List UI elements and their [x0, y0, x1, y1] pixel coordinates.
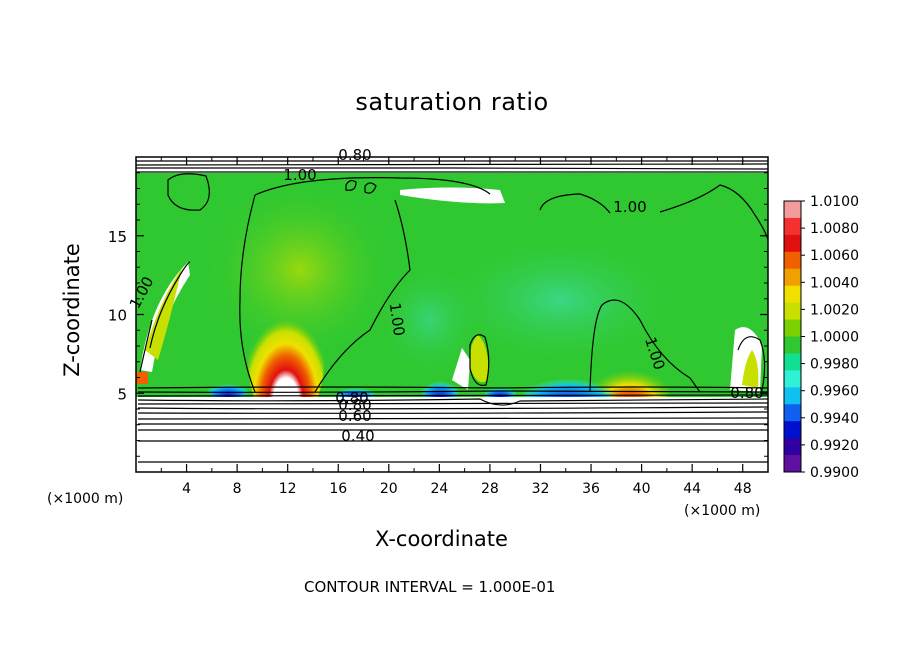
colorbar-swatch	[784, 404, 801, 422]
colorbar-swatch	[784, 285, 801, 304]
x-axis-label: X-coordinate	[375, 527, 508, 551]
colorbar-label: 1.0040	[810, 275, 859, 291]
colorbar-swatch	[784, 251, 801, 270]
warm-plume-left	[248, 292, 324, 428]
contour-label: 0.80	[730, 384, 763, 402]
x-tick-label: 16	[329, 481, 347, 497]
colorbar-swatch	[784, 234, 801, 253]
x-tick-label: 12	[279, 481, 297, 497]
colorbar-swatch	[784, 370, 801, 388]
contour-label: 0.40	[341, 427, 374, 445]
x-tick-label: 24	[430, 481, 448, 497]
colorbar-swatch	[784, 201, 801, 219]
colorbar-swatch	[784, 438, 801, 456]
colorbar: 1.0100 1.0080 1.0060 1.0040 1.0020 1.0000 0.99…	[783, 194, 859, 481]
x-tick-label: 36	[582, 481, 600, 497]
x-tick-label: 20	[380, 481, 398, 497]
colorbar-swatch	[784, 302, 801, 321]
y-axis-label: Z-coordinate	[60, 243, 84, 377]
x-unit-label: (×1000 m)	[684, 503, 761, 519]
colorbar-swatch	[784, 353, 801, 371]
colorbar-label: 1.0060	[810, 248, 859, 264]
colorbar-swatch	[784, 336, 801, 354]
contour-label: 0.80	[338, 396, 371, 414]
x-tick-label: 4	[182, 481, 191, 497]
x-tick-label: 28	[481, 481, 499, 497]
y-tick-label: 15	[108, 228, 127, 246]
y-tick-label: 5	[117, 385, 127, 403]
x-tick-label: 48	[734, 481, 752, 497]
x-tick-label: 32	[532, 481, 550, 497]
contour-label: 0.80	[335, 389, 368, 407]
colorbar-swatch	[784, 319, 801, 337]
heatmap-field	[136, 157, 768, 472]
contour-label: 0.60	[338, 407, 371, 425]
contour-label: 1.00	[613, 198, 646, 216]
colorbar-swatch	[784, 455, 801, 473]
colorbar-label: 1.0020	[810, 302, 859, 318]
chart-title: saturation ratio	[355, 88, 549, 116]
x-tick-label: 8	[233, 481, 242, 497]
colorbar-label: 0.9940	[810, 411, 859, 427]
contour-label: 0.80	[338, 146, 371, 164]
colorbar-swatch	[784, 421, 801, 439]
colorbar-label: 0.9920	[810, 438, 859, 454]
colorbar-label: 0.9960	[810, 384, 859, 400]
colorbar-swatch	[784, 387, 801, 405]
colorbar-label: 0.9980	[810, 357, 859, 373]
x-tick-label: 44	[683, 481, 701, 497]
colorbar-label: 1.0100	[810, 194, 859, 210]
colorbar-swatch	[784, 268, 801, 287]
y-tick-label: 10	[108, 307, 127, 325]
z-unit-label: (×1000 m)	[47, 491, 124, 507]
contour-interval-note: CONTOUR INTERVAL = 1.000E-01	[304, 578, 556, 596]
x-tick-label: 40	[633, 481, 651, 497]
colorbar-swatch	[784, 217, 801, 236]
colorbar-label: 1.0080	[810, 221, 859, 237]
colorbar-label: 1.0000	[810, 330, 859, 346]
contour-label: 1.00	[283, 166, 316, 184]
colorbar-label: 0.9900	[810, 465, 859, 481]
contour-label: 1.00	[386, 302, 408, 338]
